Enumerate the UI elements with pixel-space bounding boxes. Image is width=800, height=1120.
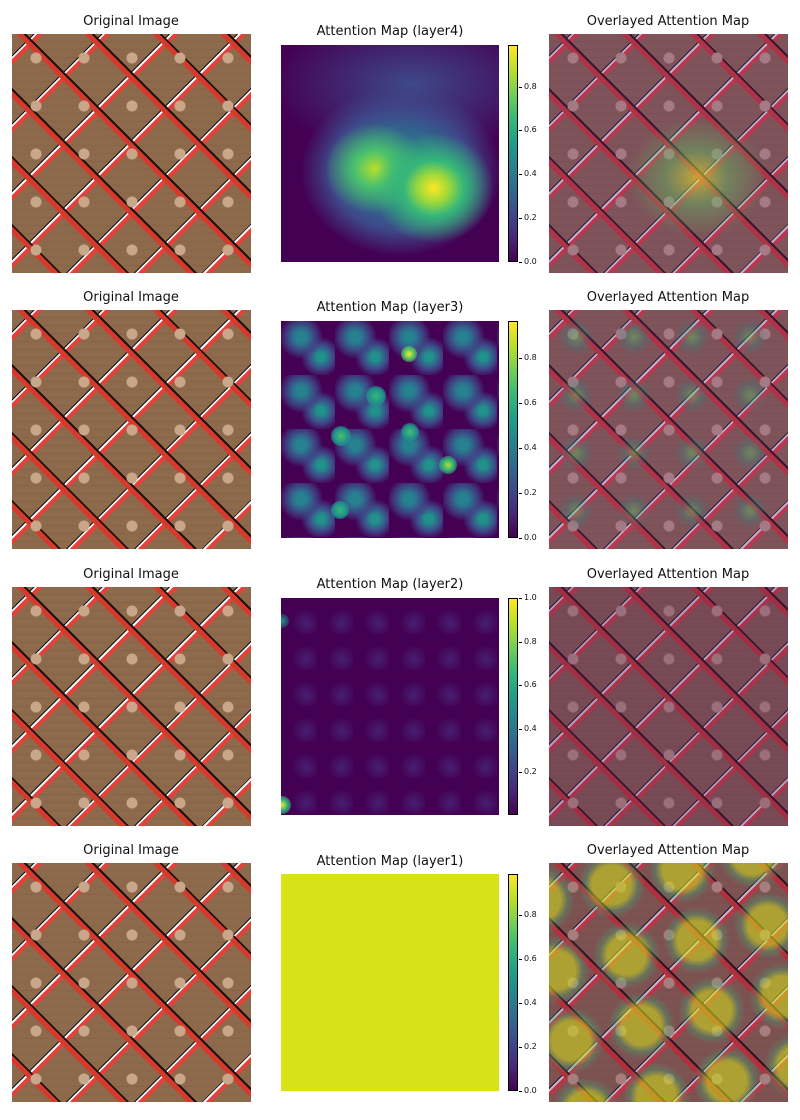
row4-original-image — [12, 863, 251, 1102]
row2-tick-1: 0.2 — [519, 488, 537, 497]
row3-tick-0: 0.2 — [519, 767, 537, 776]
row4-tick-4: 0.8 — [519, 910, 537, 919]
row1-overlay-image — [549, 34, 788, 273]
row1-original-image — [12, 34, 251, 273]
row3-overlay-image — [549, 587, 788, 826]
row3-overlay-title: Overlayed Attention Map — [586, 567, 750, 582]
row1-tick-1: 0.2 — [519, 213, 537, 222]
row4-colorbar — [508, 874, 518, 1091]
row3-tick-2: 0.6 — [519, 680, 537, 689]
row4-overlay-image — [549, 863, 788, 1102]
row1-tick-3: 0.6 — [519, 125, 537, 134]
row3-original-image — [12, 587, 251, 826]
row2-original-title: Original Image — [83, 290, 179, 305]
row2-colorbar — [508, 321, 518, 538]
row2-tick-3: 0.6 — [519, 398, 537, 407]
row4-attention-title: Attention Map (layer1) — [316, 854, 464, 869]
row4-tick-1: 0.2 — [519, 1042, 537, 1051]
row3-attention-title: Attention Map (layer2) — [316, 577, 464, 592]
row3-tick-4: 1.0 — [519, 593, 537, 602]
row2-attention-map — [281, 321, 499, 538]
row4-tick-2: 0.4 — [519, 998, 537, 1007]
row1-tick-0: 0.0 — [519, 257, 537, 266]
row1-tick-4: 0.8 — [519, 82, 537, 91]
row4-overlay-title: Overlayed Attention Map — [586, 843, 750, 858]
row1-colorbar — [508, 45, 518, 262]
row3-original-title: Original Image — [83, 567, 179, 582]
row2-overlay-title: Overlayed Attention Map — [586, 290, 750, 305]
row1-original-title: Original Image — [83, 14, 179, 29]
row3-attention-map — [281, 598, 499, 815]
row1-attention-map — [281, 45, 499, 262]
row1-tick-2: 0.4 — [519, 169, 537, 178]
row3-colorbar — [508, 598, 518, 815]
row2-tick-2: 0.4 — [519, 443, 537, 452]
row2-original-image — [12, 310, 251, 549]
row3-tick-3: 0.8 — [519, 637, 537, 646]
row2-overlay-image — [549, 310, 788, 549]
row4-tick-0: 0.0 — [519, 1086, 537, 1095]
row4-attention-map — [281, 874, 499, 1091]
row3-tick-1: 0.4 — [519, 724, 537, 733]
row4-original-title: Original Image — [83, 843, 179, 858]
row2-tick-4: 0.8 — [519, 353, 537, 362]
row4-tick-3: 0.6 — [519, 954, 537, 963]
row1-attention-title: Attention Map (layer4) — [316, 24, 464, 39]
row2-tick-0: 0.0 — [519, 533, 537, 542]
row2-attention-title: Attention Map (layer3) — [316, 300, 464, 315]
row1-overlay-title: Overlayed Attention Map — [586, 14, 750, 29]
